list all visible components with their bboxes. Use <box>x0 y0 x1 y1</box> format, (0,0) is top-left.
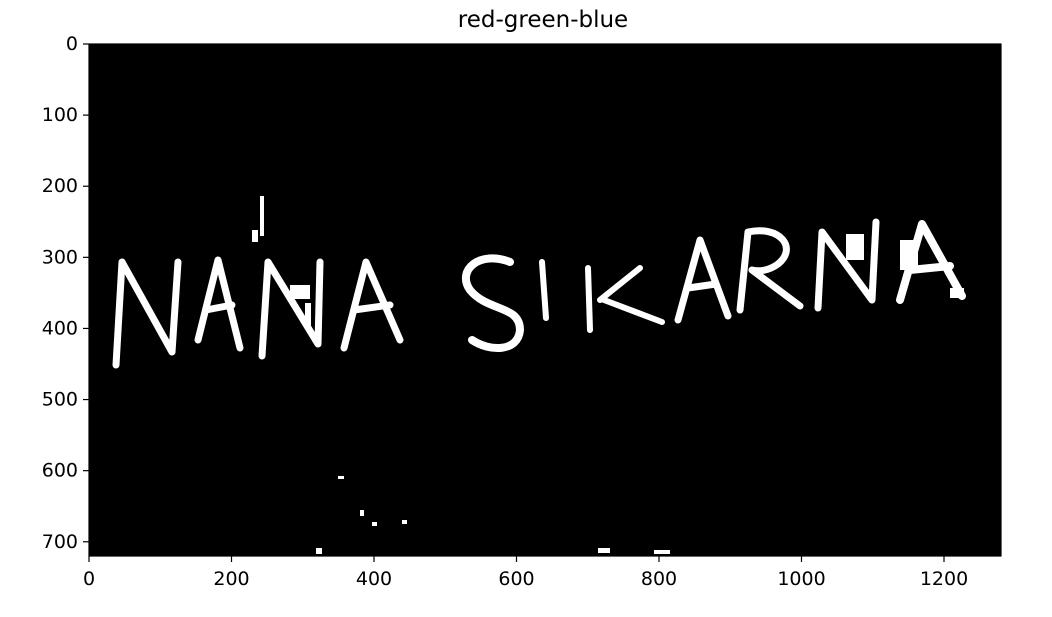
x-tick-label: 600 <box>498 568 534 590</box>
stroke-letter-a2 <box>340 258 404 352</box>
stroke-letter-n2 <box>258 258 324 360</box>
stroke-letter-a3 <box>674 236 732 324</box>
stroke-letter-k <box>585 265 665 333</box>
x-tick-label: 200 <box>213 568 249 590</box>
stroke-letter-i <box>539 259 549 321</box>
x-tick-label: 1000 <box>777 568 825 590</box>
stroke-letter-r <box>736 227 804 314</box>
y-tick-label: 0 <box>66 33 78 55</box>
y-tick-label: 500 <box>42 389 78 411</box>
x-tick-label: 400 <box>356 568 392 590</box>
y-tick-label: 100 <box>42 104 78 126</box>
x-axis: 0 200 400 600 800 1000 1200 <box>83 556 968 590</box>
y-tick-label: 300 <box>42 246 78 268</box>
x-tick-label: 800 <box>641 568 677 590</box>
y-tick-label: 600 <box>42 460 78 482</box>
y-tick-label: 700 <box>42 531 78 553</box>
x-tick-label: 0 <box>83 568 95 590</box>
y-tick-label: 200 <box>42 175 78 197</box>
chart-title: red-green-blue <box>458 7 628 33</box>
noise-speckles <box>252 196 964 554</box>
stroke-letter-n3 <box>814 218 880 312</box>
stroke-letter-s <box>461 254 524 353</box>
x-tick-label: 1200 <box>920 568 968 590</box>
image-strokes <box>112 196 966 554</box>
axes-frame <box>88 43 1002 557</box>
y-tick-label: 400 <box>42 317 78 339</box>
stroke-letter-n1 <box>112 258 182 369</box>
plot-area: 0 100 200 300 400 500 600 700 0 200 400 600 800 1000… <box>42 33 1002 590</box>
y-axis: 0 100 200 300 400 500 600 700 <box>42 33 89 553</box>
stroke-letter-a1 <box>194 256 244 352</box>
